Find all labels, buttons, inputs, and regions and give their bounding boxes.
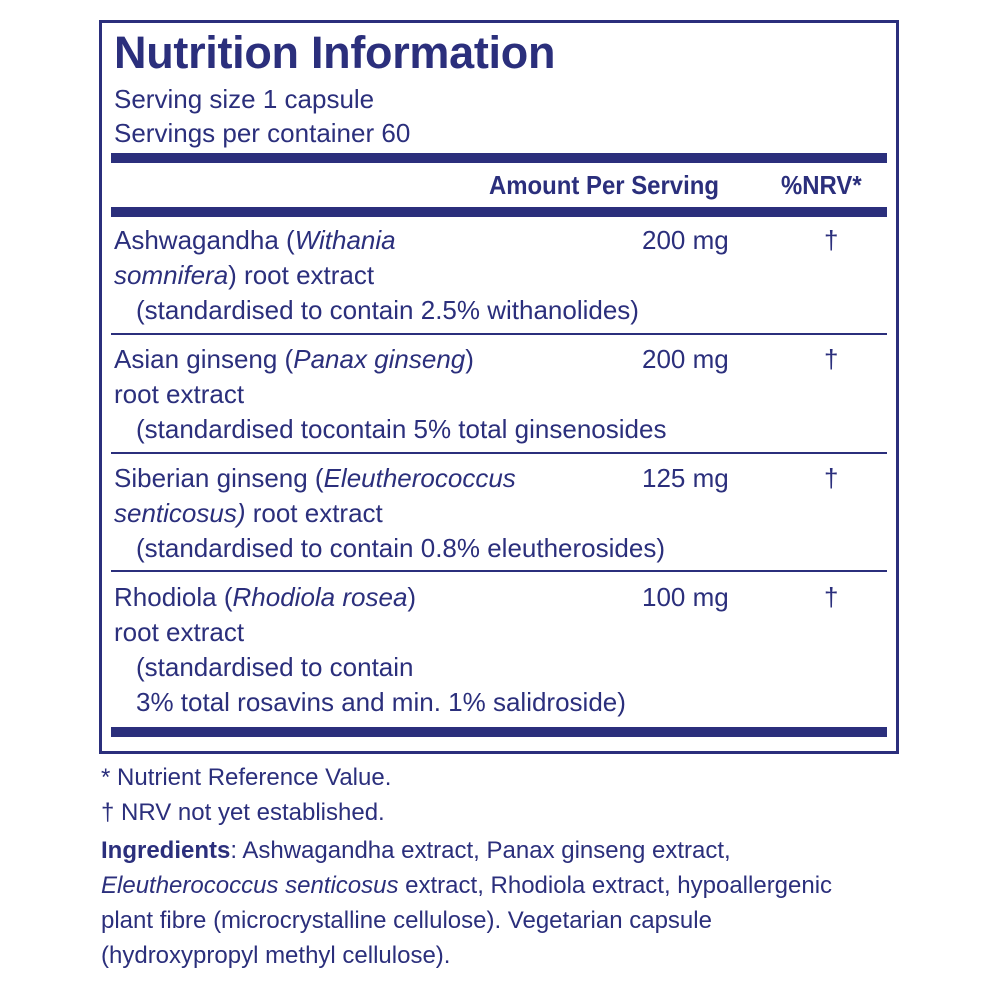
header-top-bar xyxy=(111,153,887,163)
header-amount-per-serving: Amount Per Serving xyxy=(489,170,719,200)
nutrition-panel: Nutrition Information Serving size 1 cap… xyxy=(99,20,899,754)
standardisation-note: (standardised to contain xyxy=(136,652,414,682)
ingredients-line: Eleutherococcus senticosus extract, Rhod… xyxy=(101,872,833,899)
ingredient-name-continued: somnifera) root extract xyxy=(114,260,375,290)
nrv-value: † xyxy=(824,225,839,255)
ingredient-name: Asian ginseng (Panax ginseng) xyxy=(114,344,474,374)
row-divider xyxy=(111,452,887,454)
amount-per-serving: 125 mg xyxy=(642,463,729,493)
nrv-value: † xyxy=(824,344,839,374)
ingredient-name-continued: senticosus) root extract xyxy=(114,498,383,528)
ingredients-label: Ingredients xyxy=(101,837,231,864)
serving-size: Serving size 1 capsule xyxy=(114,84,375,114)
ingredient-name: Siberian ginseng (Eleutherococcus xyxy=(114,463,516,493)
standardisation-note: (standardised tocontain 5% total ginseno… xyxy=(136,414,667,444)
ingredients-line: Ingredients: Ashwagandha extract, Panax … xyxy=(101,837,731,864)
nrv-value: † xyxy=(824,582,839,612)
panel-title: Nutrition Information xyxy=(114,27,556,78)
table-bottom-bar xyxy=(111,727,887,737)
ingredient-name: Ashwagandha (Withania xyxy=(114,225,396,255)
ingredient-name-continued: root extract xyxy=(114,379,245,409)
standardisation-note: (standardised to contain 0.8% eleutheros… xyxy=(136,533,665,563)
standardisation-note: (standardised to contain 2.5% withanolid… xyxy=(136,295,639,325)
amount-per-serving: 200 mg xyxy=(642,344,729,374)
row-divider xyxy=(111,333,887,335)
amount-per-serving: 200 mg xyxy=(642,225,729,255)
nrv-value: † xyxy=(824,463,839,493)
footnote-nrv-definition: * Nutrient Reference Value. xyxy=(101,764,392,791)
ingredient-name: Rhodiola (Rhodiola rosea) xyxy=(114,582,417,612)
servings-per-container: Servings per container 60 xyxy=(114,118,411,148)
ingredients-line: plant fibre (microcrystalline cellulose)… xyxy=(101,907,712,934)
ingredients-line: (hydroxypropyl methyl cellulose). xyxy=(101,942,451,969)
footnote-nrv-not-established: † NRV not yet established. xyxy=(101,799,385,826)
standardisation-note-continued: 3% total rosavins and min. 1% salidrosid… xyxy=(136,687,626,717)
ingredient-name-continued: root extract xyxy=(114,617,245,647)
header-bottom-bar xyxy=(111,207,887,217)
row-divider xyxy=(111,570,887,572)
header-nrv: %NRV* xyxy=(781,170,862,200)
amount-per-serving: 100 mg xyxy=(642,582,729,612)
